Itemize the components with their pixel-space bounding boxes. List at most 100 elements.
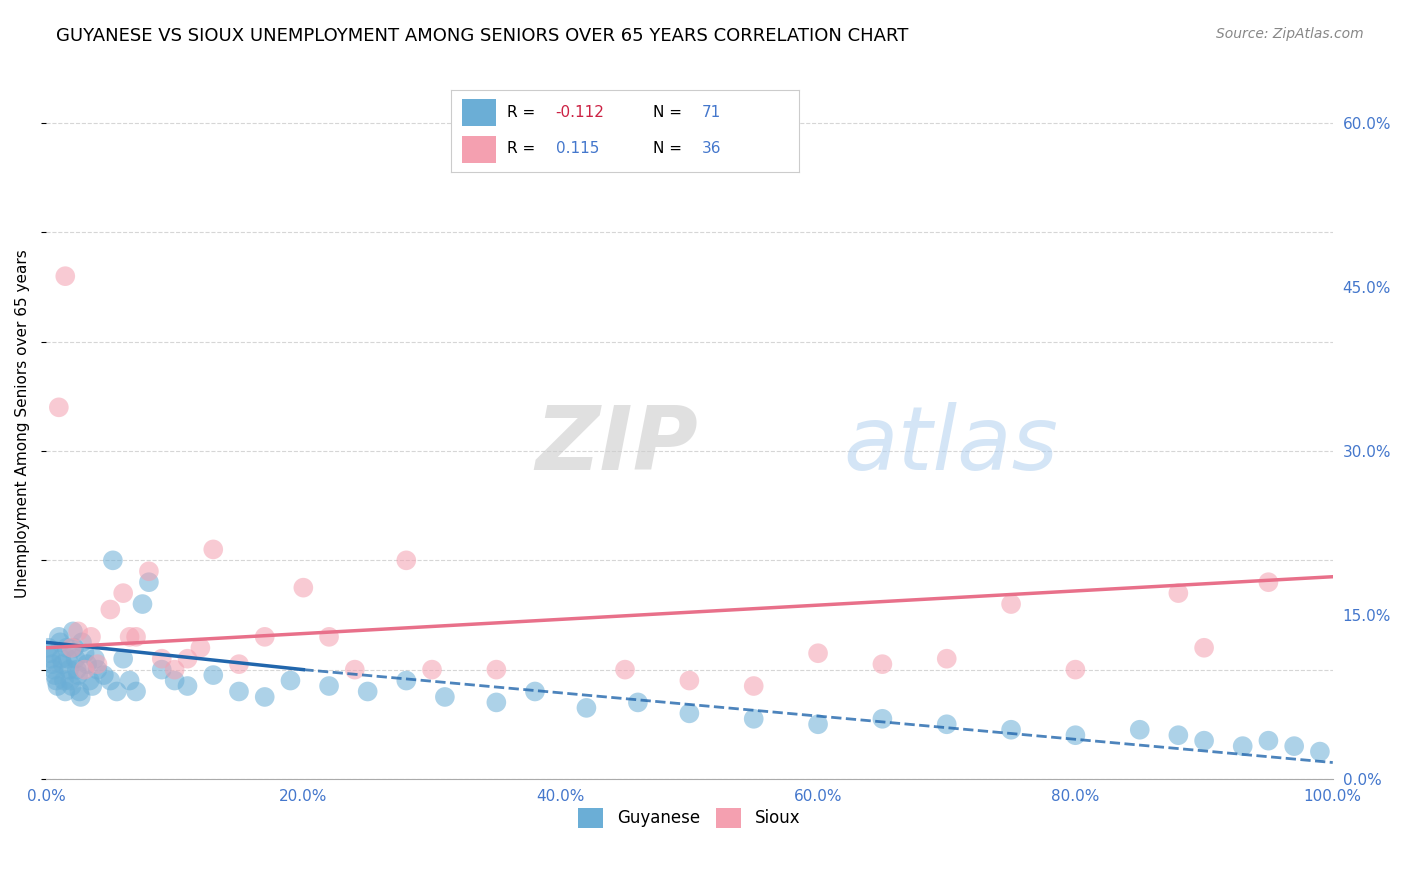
Point [65, 651, 87, 665]
Point [125, 684, 148, 698]
Point [1064, 728, 1087, 742]
Point [67, 684, 90, 698]
Point [93, 668, 115, 682]
Point [163, 673, 186, 688]
Point [318, 630, 340, 644]
Point [42, 663, 65, 677]
Point [872, 657, 894, 672]
Point [131, 597, 153, 611]
Point [1167, 586, 1189, 600]
Point [38, 640, 60, 655]
Point [253, 630, 276, 644]
Point [39, 651, 62, 665]
Point [41, 657, 63, 672]
Point [82, 679, 104, 693]
Point [73, 646, 96, 660]
Point [53, 673, 76, 688]
Point [807, 717, 830, 731]
Point [105, 684, 128, 698]
Point [83, 651, 105, 665]
Y-axis label: Unemployment Among Seniors over 65 years: Unemployment Among Seniors over 65 years [15, 250, 30, 599]
Point [1282, 739, 1305, 753]
Point [150, 663, 173, 677]
Point [53, 684, 76, 698]
Point [1309, 745, 1331, 759]
Point [48, 401, 70, 415]
Text: ZIP: ZIP [534, 401, 697, 489]
Point [46, 679, 69, 693]
Point [1192, 640, 1215, 655]
Point [742, 712, 765, 726]
Point [523, 684, 546, 698]
Point [627, 695, 650, 709]
Point [1167, 728, 1189, 742]
Point [742, 679, 765, 693]
Point [935, 651, 957, 665]
Point [318, 679, 340, 693]
Point [807, 646, 830, 660]
Point [1232, 739, 1254, 753]
Point [112, 651, 135, 665]
Point [872, 712, 894, 726]
Point [485, 695, 508, 709]
Point [48, 630, 70, 644]
Point [98, 673, 121, 688]
Point [66, 663, 89, 677]
Point [73, 663, 96, 677]
Point [86, 663, 108, 677]
Point [62, 624, 84, 639]
Point [138, 564, 160, 578]
Point [70, 635, 93, 649]
Point [433, 690, 456, 704]
Point [118, 630, 141, 644]
Point [343, 663, 366, 677]
Point [202, 542, 225, 557]
Point [79, 673, 101, 688]
Point [1257, 733, 1279, 747]
Point [138, 575, 160, 590]
Point [52, 657, 75, 672]
Point [76, 657, 98, 672]
Point [69, 690, 91, 704]
Point [63, 640, 86, 655]
Point [420, 663, 443, 677]
Point [150, 651, 173, 665]
Point [485, 663, 508, 677]
Text: atlas: atlas [844, 402, 1059, 488]
Text: GUYANESE VS SIOUX UNEMPLOYMENT AMONG SENIORS OVER 65 YEARS CORRELATION CHART: GUYANESE VS SIOUX UNEMPLOYMENT AMONG SEN… [56, 27, 908, 45]
Point [125, 630, 148, 644]
Point [357, 684, 380, 698]
Point [44, 668, 66, 682]
Point [49, 635, 72, 649]
Point [67, 624, 90, 639]
Point [67, 668, 90, 682]
Point [163, 663, 186, 677]
Point [228, 684, 250, 698]
Point [678, 673, 700, 688]
Point [86, 657, 108, 672]
Point [45, 673, 67, 688]
Point [280, 673, 302, 688]
Point [575, 701, 598, 715]
Point [1064, 663, 1087, 677]
Point [118, 673, 141, 688]
Point [202, 668, 225, 682]
Point [56, 651, 79, 665]
Point [60, 679, 83, 693]
Point [98, 602, 121, 616]
Point [1257, 575, 1279, 590]
Point [253, 690, 276, 704]
Point [1000, 597, 1022, 611]
Text: Source: ZipAtlas.com: Source: ZipAtlas.com [1216, 27, 1364, 41]
Point [190, 640, 212, 655]
Point [228, 657, 250, 672]
Point [395, 553, 418, 567]
Point [1192, 733, 1215, 747]
Point [176, 679, 198, 693]
Point [38, 646, 60, 660]
Point [80, 630, 103, 644]
Point [935, 717, 957, 731]
Point [1129, 723, 1152, 737]
Point [614, 663, 637, 677]
Point [101, 553, 124, 567]
